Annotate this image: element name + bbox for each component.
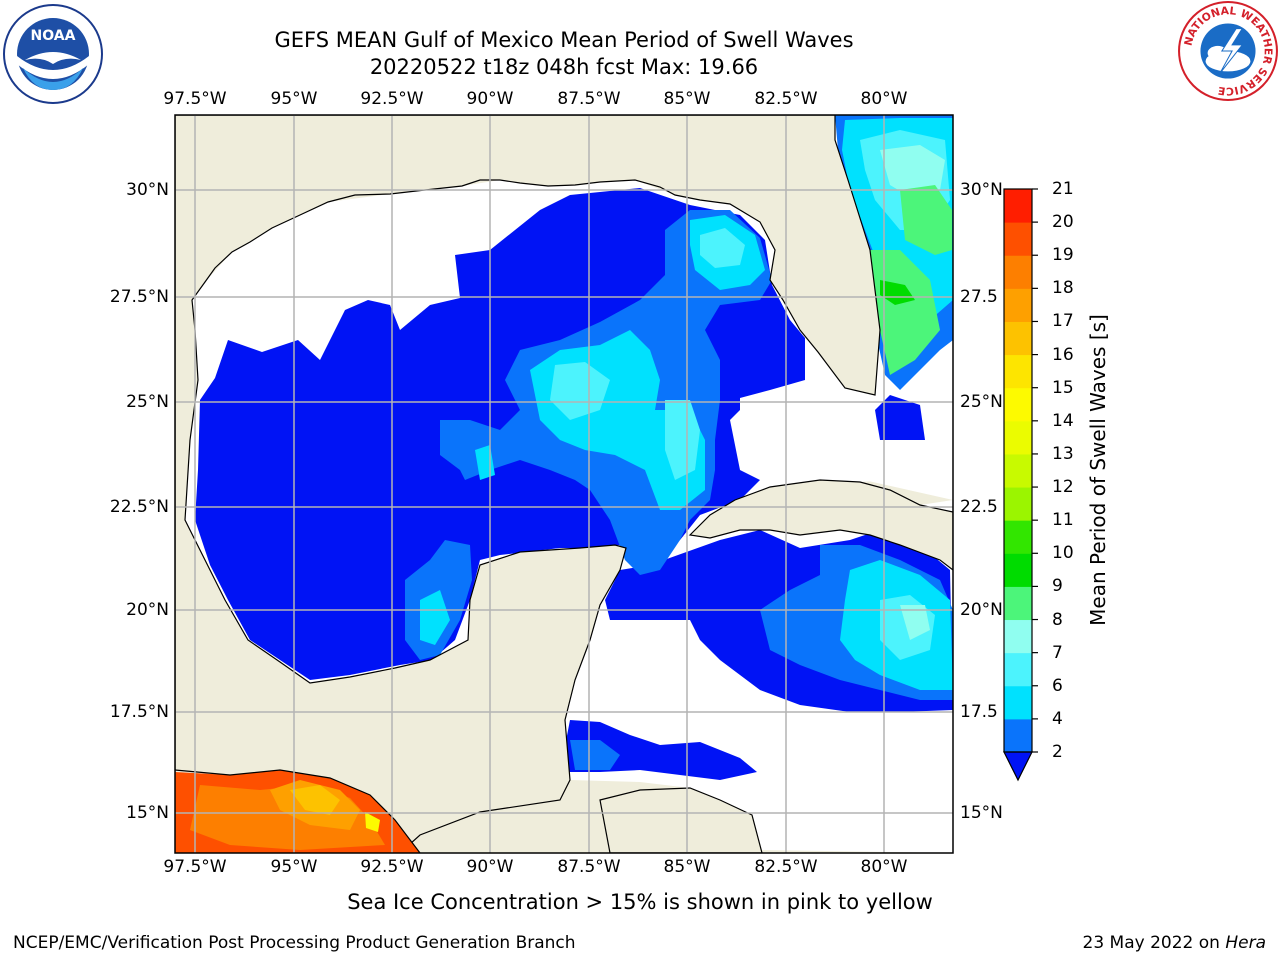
- lat-tick-left: 17.5°N: [109, 702, 169, 722]
- colorbar-tick-label: 15: [1052, 377, 1074, 398]
- lon-tick-top: 82.5°W: [754, 89, 818, 109]
- lon-tick-bottom: 90°W: [466, 857, 514, 877]
- date-host-text: 23 May 2022 on Hera: [1083, 933, 1267, 953]
- colorbar-tick-label: 4: [1052, 708, 1063, 729]
- lon-tick-bottom: 80°W: [860, 857, 908, 877]
- lon-tick-bottom: 95°W: [270, 857, 318, 877]
- lat-tick-left: 27.5°N: [109, 287, 169, 307]
- colorbar-segment: [1004, 718, 1032, 753]
- colorbar-tick-label: 10: [1052, 543, 1074, 564]
- chart-title: GEFS MEAN Gulf of Mexico Mean Period of …: [274, 28, 854, 52]
- lon-tick-bottom: 97.5°W: [163, 857, 227, 877]
- colorbar-tick-label: 17: [1052, 311, 1074, 332]
- lon-tick-top: 80°W: [860, 89, 908, 109]
- lat-tick-right: 15°N: [960, 803, 1003, 823]
- southern-region-fill: [175, 769, 421, 853]
- swell-period-fill: [195, 115, 953, 780]
- chart-subtitle: 20220522 t18z 048h fcst Max: 19.66: [369, 55, 759, 79]
- colorbar-segment: [1004, 487, 1032, 521]
- colorbar-tick-label: 7: [1052, 642, 1063, 663]
- noaa-logo-text: NOAA: [31, 28, 76, 44]
- colorbar-tick-label: 21: [1052, 179, 1074, 199]
- sea-ice-note: Sea Ice Concentration > 15% is shown in …: [347, 890, 933, 914]
- lat-tick-right: 17.5: [960, 702, 998, 722]
- lon-tick-top: 95°W: [270, 89, 318, 109]
- lat-tick-left: 15°N: [126, 803, 169, 823]
- lat-tick-right: 22.5: [960, 497, 998, 517]
- colorbar-segment: [1004, 652, 1032, 687]
- colorbar-tick-label: 11: [1052, 510, 1074, 531]
- lon-tick-top: 87.5°W: [557, 89, 621, 109]
- colorbar-segment: [1004, 288, 1032, 322]
- lat-tick-right: 27.5: [960, 287, 998, 307]
- colorbar-segment: [1004, 255, 1032, 289]
- colorbar-tick-label: 19: [1052, 245, 1074, 266]
- lon-tick-bottom: 82.5°W: [754, 857, 818, 877]
- lat-tick-right: 25°N: [960, 392, 1003, 412]
- colorbar-tick-label: 8: [1052, 609, 1063, 630]
- host-text: Hera: [1225, 933, 1266, 953]
- lon-tick-top: 97.5°W: [163, 89, 227, 109]
- colorbar-tick-label: 2: [1052, 742, 1063, 762]
- colorbar-tick-label: 14: [1052, 410, 1074, 431]
- map-gridlines: [175, 115, 953, 853]
- colorbar-segment: [1004, 420, 1032, 455]
- credit-text: NCEP/EMC/Verification Post Processing Pr…: [13, 933, 576, 953]
- colorbar-title: Mean Period of Swell Waves [s]: [1086, 314, 1110, 626]
- lat-tick-left: 25°N: [126, 392, 169, 412]
- colorbar-frame: [1003, 188, 1033, 753]
- map-frame: [174, 114, 954, 854]
- lat-tick-left: 20°N: [126, 600, 169, 620]
- colorbar-tick-label: 18: [1052, 278, 1074, 299]
- colorbar-segment: [1004, 387, 1032, 422]
- colorbar-segment: [1004, 553, 1032, 587]
- colorbar-tick-label: 16: [1052, 344, 1074, 365]
- colorbar-segment: [1004, 453, 1032, 488]
- colorbar-segment: [1004, 685, 1032, 720]
- colorbar-tick-label: 9: [1052, 576, 1063, 597]
- colorbar-under-arrow: [1003, 751, 1033, 782]
- lat-tick-left: 22.5°N: [109, 497, 169, 517]
- colorbar-tick-label: 12: [1052, 477, 1074, 498]
- colorbar-segment: [1004, 586, 1032, 621]
- colorbar-segment: [1004, 354, 1032, 389]
- lon-tick-top: 85°W: [663, 89, 711, 109]
- lat-tick-right: 30°N: [960, 180, 1003, 200]
- noaa-logo: NOAA: [3, 4, 103, 104]
- lon-tick-bottom: 85°W: [663, 857, 711, 877]
- lat-tick-left: 30°N: [126, 180, 169, 200]
- colorbar-segment: [1004, 520, 1032, 554]
- date-text: 23 May 2022 on: [1082, 933, 1226, 953]
- colorbar-segment: [1004, 321, 1032, 356]
- lon-tick-bottom: 87.5°W: [557, 857, 621, 877]
- lat-tick-right: 20°N: [960, 600, 1003, 620]
- colorbar-segment: [1004, 619, 1032, 654]
- colorbar-segment: [1004, 222, 1032, 256]
- colorbar-tick-label: 6: [1052, 675, 1063, 696]
- lon-tick-bottom: 92.5°W: [360, 857, 424, 877]
- colorbar-tick-label: 13: [1052, 443, 1074, 464]
- colorbar-segment: [1004, 189, 1032, 223]
- nws-logo: NATIONAL WEATHER SERVICE: [1178, 1, 1278, 101]
- colorbar-tick-label: 20: [1052, 212, 1074, 233]
- lon-tick-top: 90°W: [466, 89, 514, 109]
- lon-tick-top: 92.5°W: [360, 89, 424, 109]
